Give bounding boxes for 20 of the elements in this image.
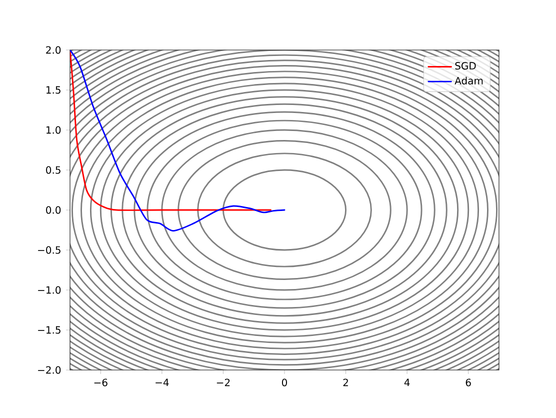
legend-label: SGD (455, 62, 476, 70)
x-tick-label: 6 (466, 378, 471, 386)
y-tick-label: 0.0 (46, 206, 61, 214)
legend-label: Adam (454, 76, 483, 85)
y-tick-label: 2.0 (46, 46, 61, 54)
y-tick-label: 1.0 (46, 126, 61, 134)
y-tick-label: −1.5 (38, 326, 60, 334)
x-tick-label: −6 (94, 378, 108, 386)
y-tick-label: −0.5 (38, 246, 60, 254)
x-tick-label: −4 (156, 378, 169, 386)
x-tick-label: 0 (282, 378, 288, 386)
y-tick-label: −2.0 (38, 366, 61, 374)
y-tick-label: −1.0 (38, 286, 61, 294)
line-series (70, 50, 272, 211)
y-tick-label: 1.5 (46, 86, 60, 94)
line-series (70, 50, 286, 232)
x-tick-label: 4 (404, 378, 410, 386)
y-tick-label: 0.5 (46, 166, 60, 174)
x-tick-label: −2 (216, 378, 230, 386)
x-tick-label: 2 (343, 378, 348, 386)
